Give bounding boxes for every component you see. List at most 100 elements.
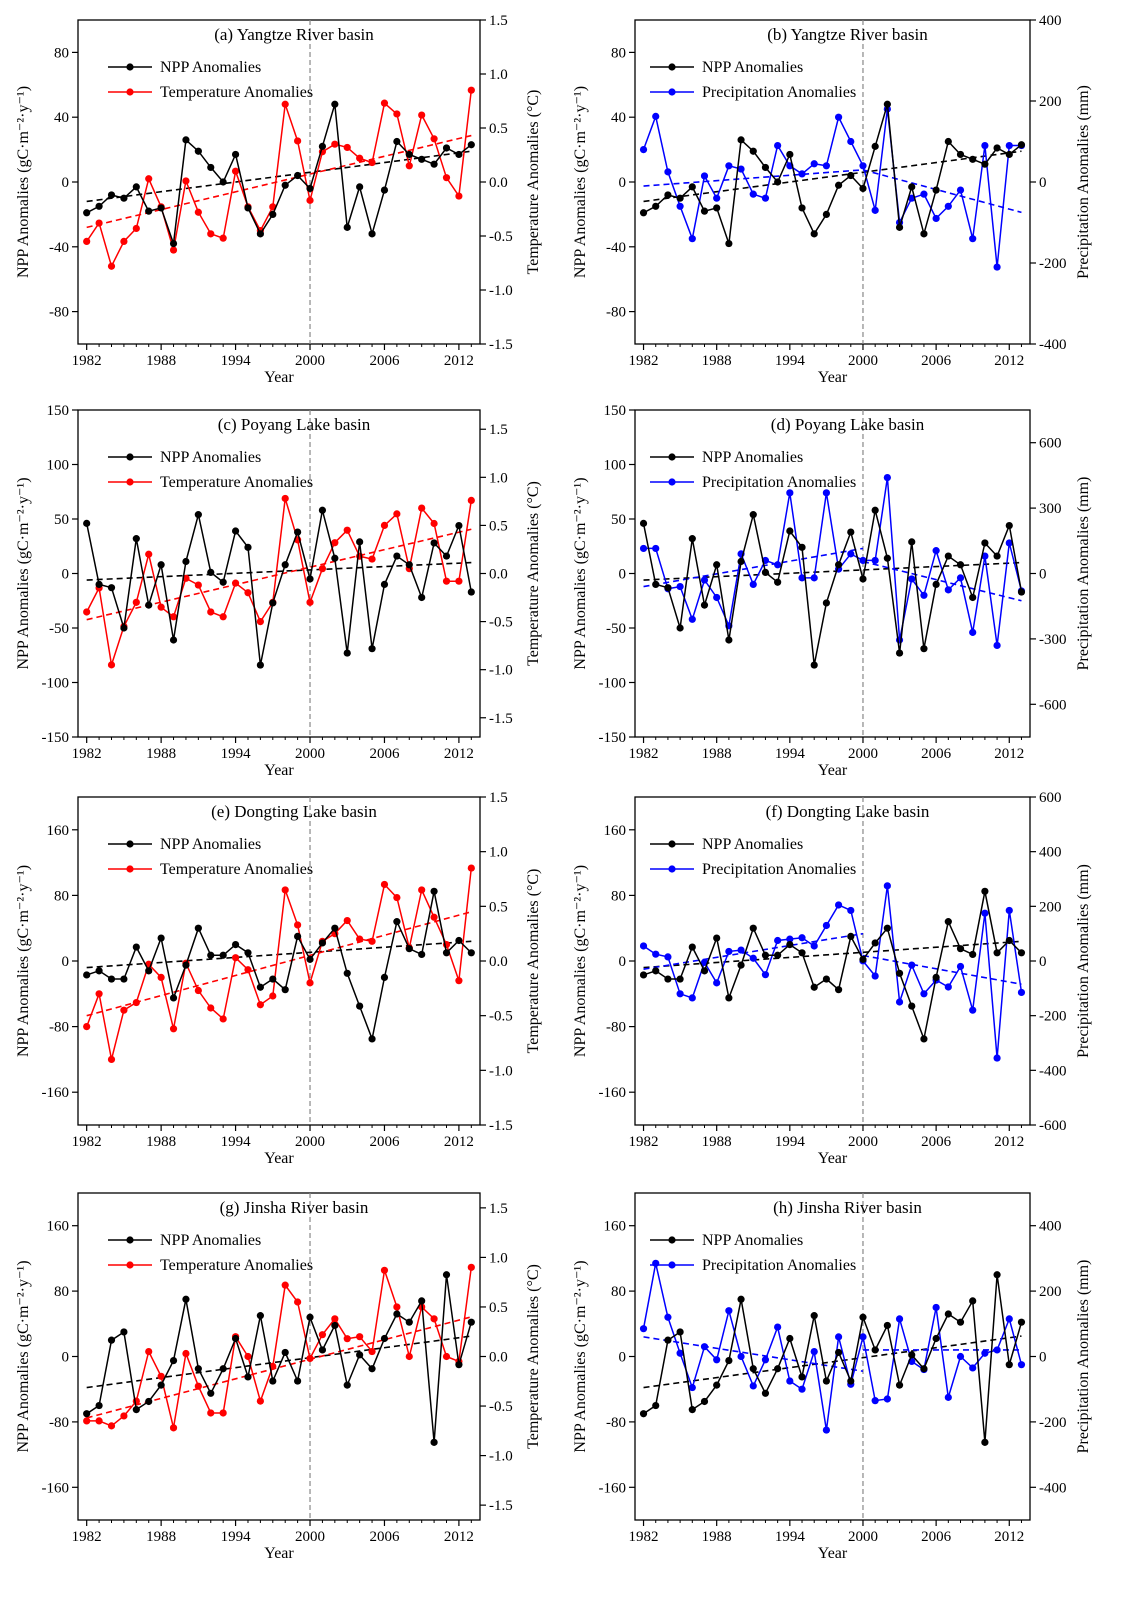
climate-point [231,579,240,587]
legend-marker [126,840,134,848]
climate-point [442,1352,451,1361]
climate-point [810,942,818,950]
climate-point [83,237,91,245]
y-tick-label: 0 [62,175,70,191]
legend-marker [668,63,676,71]
y2-tick-label: -0.5 [489,229,513,245]
y-axis-label: NPP Anomalies (gC·m⁻²·y⁻¹) [572,86,589,278]
trend-line [86,1335,472,1389]
climate-point [981,1349,989,1357]
x-axis-label: Year [264,1150,294,1167]
y2-tick-label: 0.5 [489,1300,508,1316]
legend-label: Precipitation Anomalies [702,84,856,101]
climate-point [749,1382,757,1390]
climate-point [944,1393,952,1401]
x-tick-label: 1988 [702,746,732,762]
climate-point [713,194,721,202]
npp-point [380,580,389,589]
npp-point [244,1373,252,1381]
npp-point [145,1397,153,1406]
npp-point [920,645,928,653]
x-tick-label: 2000 [848,1134,878,1150]
climate-point [944,586,952,594]
legend-marker [668,88,676,96]
climate-point [883,882,891,890]
npp-point [356,1351,364,1359]
x-tick-label: 2000 [848,1529,878,1545]
plot-frame [77,1192,481,1521]
climate-point [981,141,989,150]
y2-tick-label: 0.0 [489,567,508,583]
npp-series-line [86,103,472,244]
climate-point [281,100,289,108]
trend-line [643,169,864,187]
climate-point [810,574,818,582]
climate-point [676,202,684,210]
y2-tick-label: 600 [1039,436,1062,452]
npp-point [700,1397,709,1406]
npp-point [83,971,91,979]
climate-point [157,603,165,611]
trend-line [862,169,1022,214]
npp-point [442,949,451,957]
y-tick-label: 0 [62,567,70,583]
y2-tick-label: -0.5 [489,1399,513,1415]
y-tick-label: 40 [54,110,69,126]
x-tick-label: 2006 [921,1134,952,1150]
legend-marker [126,865,134,873]
npp-point [895,1381,904,1389]
climate-point [1005,906,1013,915]
climate-point [871,556,879,565]
npp-point [859,184,867,193]
npp-point [294,528,302,536]
npp-point [418,950,426,959]
climate-point [798,934,806,942]
y2-tick-label: -1.0 [489,663,513,679]
npp-point [981,539,989,547]
climate-point [725,162,733,170]
npp-point [895,969,904,977]
npp-point [737,136,745,144]
npp-point [676,624,684,632]
climate-point [281,886,289,894]
climate-point [157,1372,165,1380]
climate-point [932,1303,940,1312]
trend-line [643,547,864,588]
climate-point [700,172,709,180]
x-tick-label: 1988 [702,353,732,369]
x-tick-label: 1988 [146,1134,176,1150]
y-tick-label: -100 [42,676,70,692]
npp-point [331,100,339,108]
npp-point [969,593,977,602]
npp-point [169,636,178,644]
npp-point [737,961,745,969]
climate-point [895,998,904,1006]
climate-point [774,1323,782,1331]
npp-point [306,184,314,193]
npp-point [343,223,351,231]
y-tick-label: 50 [54,512,69,528]
npp-point [393,1310,401,1318]
chart-panel: 1982 1988 1994 2000 2006 2012Year-160-8008016… [572,790,1092,1167]
npp-point [380,973,389,982]
chart-title: (d) Poyang Lake basin [771,415,925,434]
npp-point [1005,150,1013,159]
npp-point [883,924,891,932]
climate-point [774,141,782,150]
npp-point [700,967,709,975]
npp-point [713,561,721,569]
npp-point [244,204,252,212]
npp-point [871,939,879,947]
climate-point [380,1266,389,1274]
climate-point [244,1352,252,1361]
x-tick-label: 1988 [702,1134,732,1150]
x-tick-label: 1988 [702,1529,732,1545]
climate-point [368,158,376,167]
npp-point [455,1361,463,1369]
npp-point [664,975,672,983]
npp-point [871,142,879,150]
climate-point [737,1352,745,1361]
climate-point [639,942,648,950]
npp-point [664,1336,672,1344]
npp-point [405,1318,413,1326]
